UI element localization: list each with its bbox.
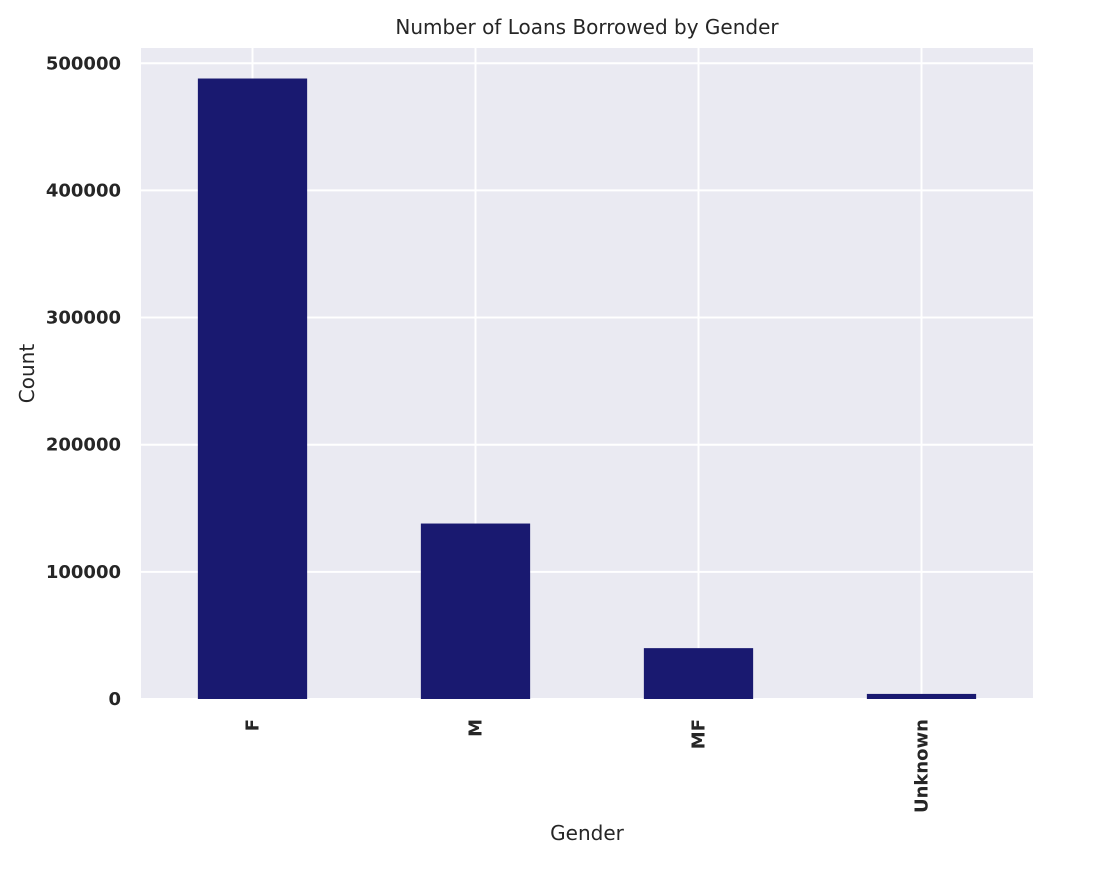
y-tick-label: 300000 (46, 308, 121, 329)
y-tick-label: 200000 (46, 435, 121, 456)
bars (197, 78, 977, 699)
y-axis-ticks: 0 100000 200000 300000 400000 500000 (46, 53, 121, 710)
x-tick-label: F (243, 719, 264, 731)
x-tick-label: Unknown (912, 719, 933, 813)
bar-f (197, 78, 308, 699)
bar-unknown (866, 693, 977, 699)
y-tick-label: 100000 (46, 562, 121, 583)
y-tick-label: 400000 (46, 180, 121, 201)
chart-title: Number of Loans Borrowed by Gender (395, 15, 779, 39)
x-axis-ticks: F M MF Unknown (243, 719, 933, 813)
y-axis-label: Count (15, 344, 39, 404)
y-tick-label: 500000 (46, 53, 121, 74)
bar-mf (643, 648, 754, 699)
x-tick-label: M (466, 719, 487, 737)
bar-m (420, 523, 531, 699)
x-tick-label: MF (689, 719, 710, 749)
y-tick-label: 0 (108, 689, 121, 710)
x-axis-label: Gender (550, 821, 624, 845)
